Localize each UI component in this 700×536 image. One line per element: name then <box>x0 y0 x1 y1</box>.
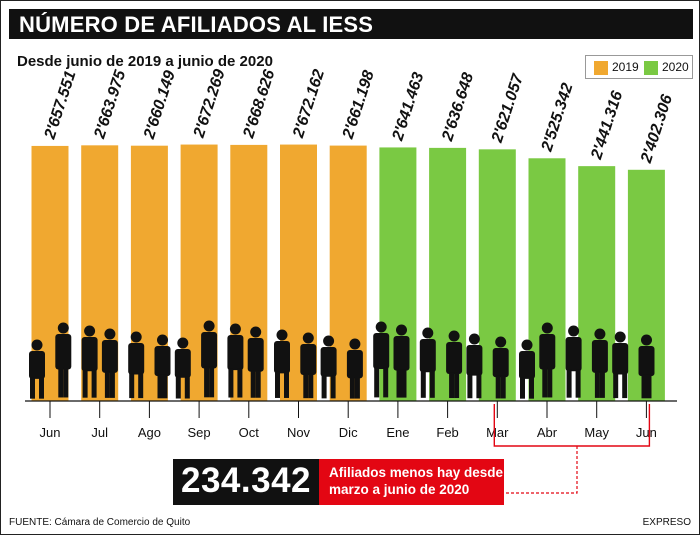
callout-text: Afiliados menos hay desde marzo a junio … <box>329 465 504 497</box>
person-silhouette <box>29 339 45 399</box>
person-silhouette <box>320 335 337 399</box>
person-silhouette <box>591 328 608 398</box>
x-tick-label: Ene <box>386 425 409 440</box>
data-label: 2'441.316 <box>588 89 626 162</box>
chart-title: NÚMERO DE AFILIADOS AL IESS <box>19 12 374 37</box>
x-tick-label: May <box>584 425 609 440</box>
person-silhouette <box>373 321 390 398</box>
person-silhouette <box>492 336 509 399</box>
red-bracket <box>493 404 651 447</box>
x-tick-label: Jun <box>40 425 61 440</box>
callout-number: 234.342 <box>180 461 312 500</box>
data-label: 2'636.648 <box>439 71 477 144</box>
person-silhouette <box>346 338 363 399</box>
person-silhouette <box>174 337 191 399</box>
data-label: 2'661.198 <box>340 68 378 141</box>
person-silhouette <box>154 334 171 399</box>
source-note: FUENTE: Cámara de Comercio de Quito <box>9 517 191 528</box>
person-silhouette <box>227 323 244 398</box>
person-silhouette <box>539 322 556 398</box>
legend-swatch-2020 <box>644 61 658 75</box>
legend-swatch-2019 <box>594 61 608 75</box>
x-tick-label: Feb <box>436 425 458 440</box>
person-silhouette <box>101 328 118 398</box>
person-silhouette <box>466 333 483 399</box>
person-silhouette <box>565 325 582 398</box>
data-label: 2'525.342 <box>538 81 576 154</box>
person-silhouette <box>128 331 145 399</box>
x-tick-label: Nov <box>287 425 311 440</box>
legend-label-2019: 2019 <box>612 60 639 74</box>
data-label: 2'641.463 <box>389 70 427 143</box>
x-tick-label: Sep <box>188 425 211 440</box>
brand-label: EXPRESO <box>642 517 691 528</box>
person-silhouette <box>81 325 98 398</box>
people-silhouettes <box>29 320 655 399</box>
person-silhouette <box>638 334 655 399</box>
x-tick-label: Jun <box>636 425 657 440</box>
person-silhouette <box>393 324 410 398</box>
legend-label-2020: 2020 <box>662 60 689 74</box>
x-tick-label: Jul <box>91 425 108 440</box>
data-label: 2'660.149 <box>141 68 179 141</box>
x-tick-label: Mar <box>486 425 509 440</box>
chart-subtitle: Desde junio de 2019 a junio de 2020 <box>17 53 273 70</box>
data-label: 2'672.269 <box>190 67 228 140</box>
person-silhouette <box>247 326 264 398</box>
person-silhouette <box>274 329 290 398</box>
callout-connector <box>504 446 578 494</box>
person-silhouette <box>446 330 463 399</box>
person-silhouette <box>612 331 629 399</box>
x-tick-label: Ago <box>138 425 161 440</box>
person-silhouette <box>201 320 218 398</box>
x-tick-label: Abr <box>537 425 558 440</box>
data-label: 2'668.626 <box>240 68 278 141</box>
data-label: 2'402.306 <box>638 93 676 166</box>
data-label: 2'663.975 <box>91 67 130 141</box>
x-tick-label: Oct <box>239 425 260 440</box>
data-label: 2'621.057 <box>489 71 528 145</box>
person-silhouette <box>55 322 72 398</box>
title-bar: NÚMERO DE AFILIADOS AL IESS <box>9 9 693 39</box>
callout-number-box: 234.342 <box>173 459 319 505</box>
person-silhouette <box>519 339 535 399</box>
data-label: 2'672.162 <box>290 67 328 140</box>
callout-text-box: Afiliados menos hay desde marzo a junio … <box>319 459 504 505</box>
person-silhouette <box>419 327 436 398</box>
person-silhouette <box>300 332 317 399</box>
x-tick-label: Dic <box>339 425 358 440</box>
data-label: 2'657.551 <box>41 69 79 142</box>
legend: 2019 2020 <box>585 55 693 79</box>
